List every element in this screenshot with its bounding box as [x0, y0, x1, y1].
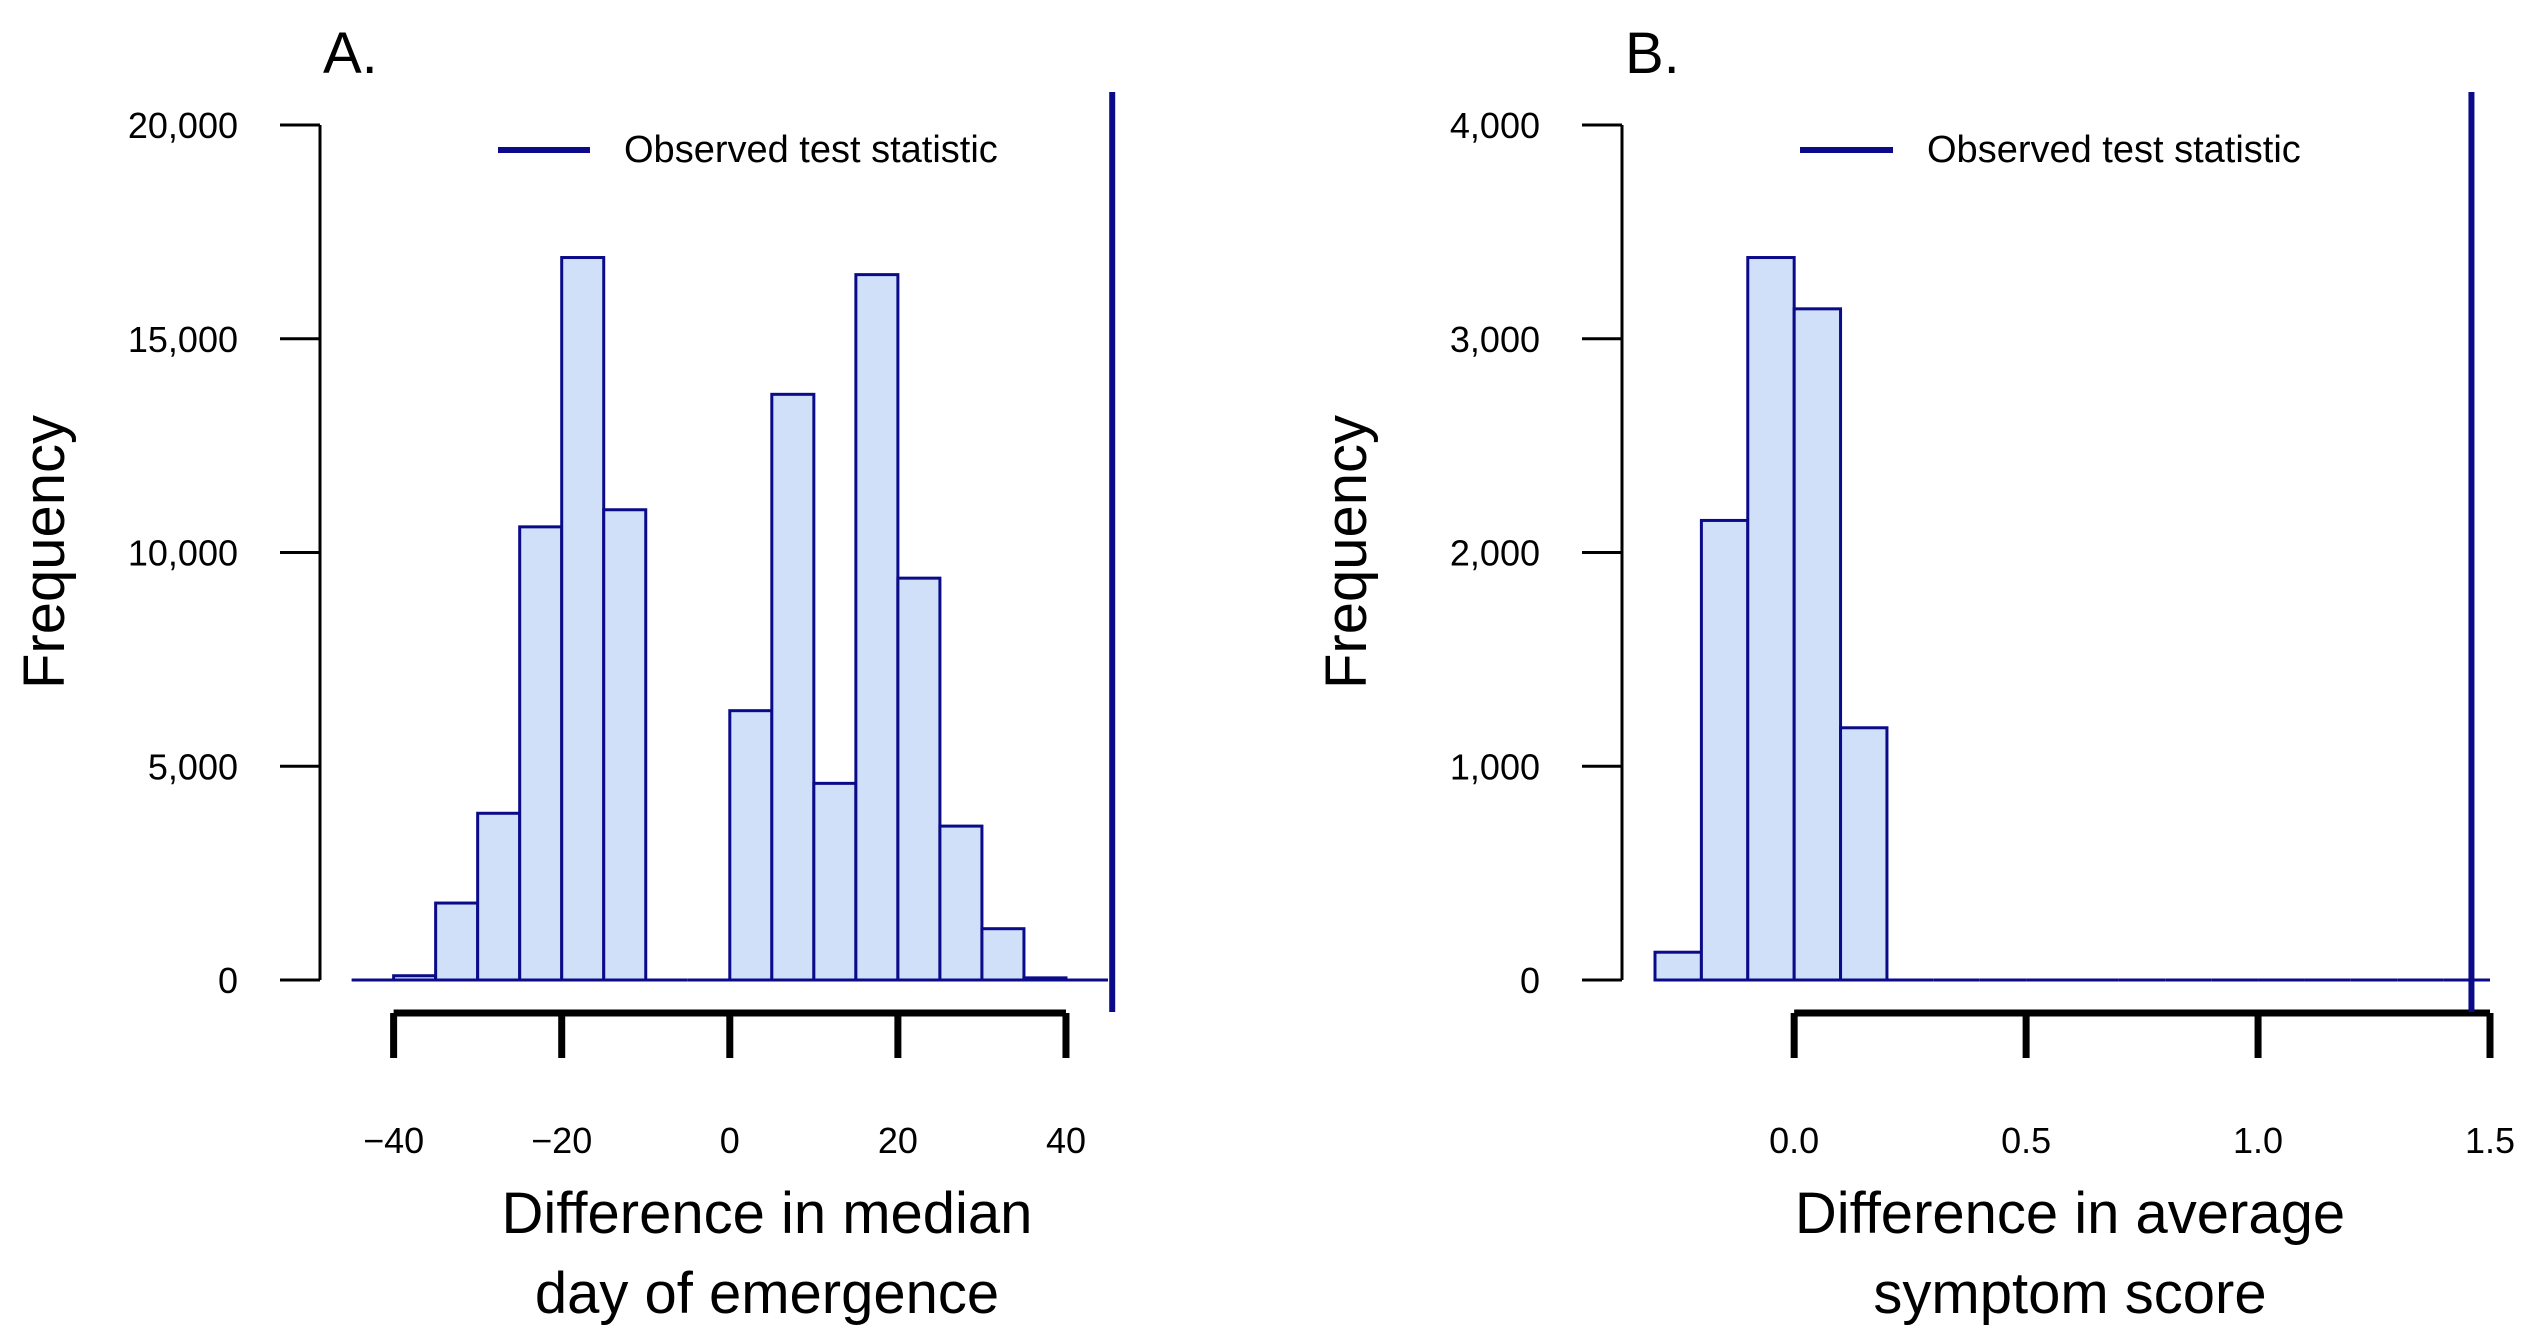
histogram-bar: [476, 811, 522, 982]
y-tick-label: 4,000: [1450, 105, 1540, 146]
x-tick-label: −20: [531, 1120, 592, 1161]
histogram-bar: [1839, 726, 1889, 982]
panel-b-x-axis-label-line-1: Difference in average: [1795, 1181, 2345, 1246]
y-tick-label: 10,000: [128, 533, 238, 574]
histogram-bar: [1653, 950, 1703, 982]
x-tick-label: 0.0: [1769, 1120, 1819, 1161]
y-tick-label: 20,000: [128, 105, 238, 146]
histogram-bar: [854, 273, 900, 982]
x-tick-label: 0.5: [2001, 1120, 2051, 1161]
histogram-bar: [392, 974, 438, 982]
histogram-bar: [602, 508, 648, 982]
panel-b-y-axis-label: Frequency: [1314, 415, 1379, 689]
panel-b-x-axis-label-line-2: symptom score: [1873, 1261, 2266, 1326]
panel-b-bars: [1653, 256, 2490, 982]
histogram-bar: [980, 927, 1026, 982]
panel-a-x-axis: −40 −20 0 20 40: [363, 1009, 1086, 1161]
panel-a-bars: [351, 256, 1108, 982]
panel-b-y-axis: 0 1,000 2,000 3,000 4,000: [1450, 105, 1624, 1001]
x-tick-label: −40: [363, 1120, 424, 1161]
panel-b-x-axis: 0.0 0.5 1.0 1.5: [1769, 1009, 2515, 1161]
x-tick-label: 1.0: [2233, 1120, 2283, 1161]
histogram-bar: [938, 824, 984, 982]
histogram-bar: [896, 576, 942, 982]
panel-b-chart: B. 0 1,000 2,000 3,000 4,000 0.0 0.5 1.0 1.5 Ob…: [1314, 21, 2515, 1326]
panel-b-legend-label: Observed test statistic: [1927, 129, 2301, 171]
histogram-bar: [1699, 518, 1750, 982]
x-tick-label: 20: [878, 1120, 918, 1161]
histogram-bar: [1792, 307, 1843, 982]
x-tick-label: 40: [1046, 1120, 1086, 1161]
histogram-bar: [728, 709, 774, 982]
y-tick-label: 15,000: [128, 319, 238, 360]
panel-a-y-axis: 0 5,000 10,000 15,000 20,000: [128, 105, 322, 1001]
x-tick-label: 0: [720, 1120, 740, 1161]
histogram-bar: [434, 901, 480, 982]
panel-b-label: B.: [1625, 21, 1680, 86]
y-tick-label: 3,000: [1450, 319, 1540, 360]
x-tick-label: 1.5: [2465, 1120, 2515, 1161]
panel-b-legend: Observed test statistic: [1800, 129, 2301, 171]
histogram-bar: [1022, 976, 1068, 982]
panel-a-x-axis-label-line-2: day of emergence: [535, 1261, 999, 1326]
y-tick-label: 1,000: [1450, 746, 1540, 787]
panel-a-y-axis-label: Frequency: [12, 415, 77, 689]
y-tick-label: 0: [1520, 960, 1540, 1001]
panel-a-x-axis-label-line-1: Difference in median: [502, 1181, 1033, 1246]
histogram-bar: [518, 525, 564, 982]
histogram-bar: [560, 256, 606, 982]
panel-a-label: A.: [323, 21, 378, 86]
histogram-bar: [770, 392, 816, 982]
panel-a-legend-label: Observed test statistic: [624, 129, 998, 171]
y-tick-label: 5,000: [148, 746, 238, 787]
histogram-bar: [1746, 256, 1796, 982]
y-tick-label: 2,000: [1450, 533, 1540, 574]
panel-a-legend: Observed test statistic: [498, 129, 998, 171]
histogram-bar: [812, 781, 858, 982]
y-tick-label: 0: [218, 960, 238, 1001]
